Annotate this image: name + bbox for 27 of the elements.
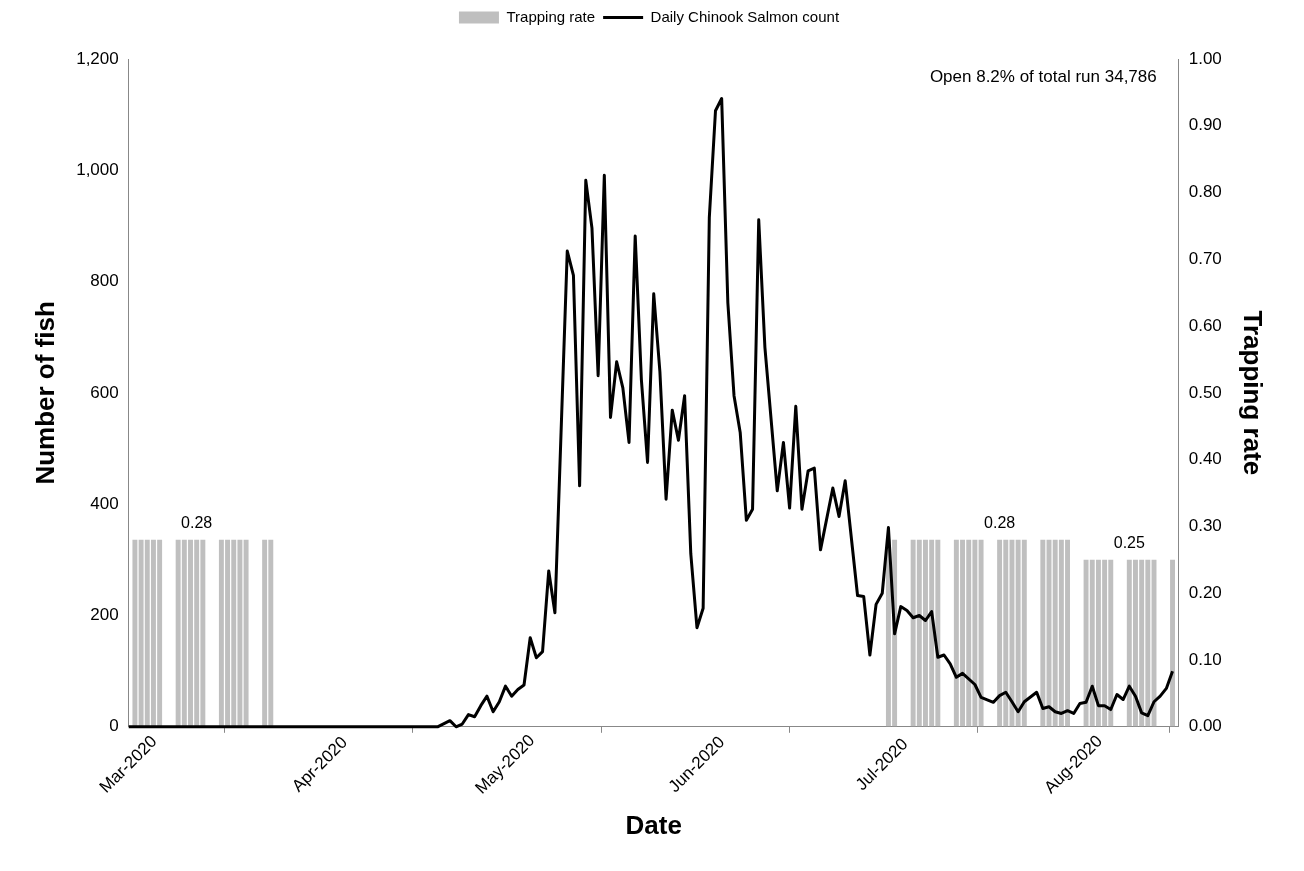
legend-label: Trapping rate: [506, 7, 596, 25]
y2-tick-label: 0.40: [1188, 449, 1222, 469]
y2-tick-label: 0.30: [1188, 516, 1222, 536]
y2-tick-label: 0.10: [1188, 649, 1222, 669]
y2-tick-label: 0.90: [1188, 115, 1222, 135]
y-tick-label: 0: [109, 716, 119, 736]
y-tick-label: 1,000: [76, 159, 119, 179]
y2-axis-title: Trapping rate: [1238, 310, 1269, 476]
data-label: 0.28: [984, 514, 1016, 532]
x-axis-title: Date: [625, 809, 682, 840]
y-tick-label: 600: [90, 382, 119, 402]
y-axis-title: Number of fish: [29, 301, 60, 485]
y2-tick-label: 0.50: [1188, 382, 1222, 402]
y2-tick-label: 0.60: [1188, 315, 1222, 335]
y-tick-label: 400: [90, 493, 119, 513]
y2-tick-label: 0.00: [1188, 716, 1222, 736]
y2-tick-label: 0.80: [1188, 182, 1222, 202]
data-label: 0.28: [181, 514, 213, 532]
y-tick-label: 200: [90, 605, 119, 625]
data-label: 0.25: [1113, 534, 1145, 552]
y-tick-label: 800: [90, 271, 119, 291]
annotation: Open 8.2% of total run 34,786: [929, 67, 1157, 87]
y2-tick-label: 0.20: [1188, 582, 1222, 602]
y-tick-label: 1,200: [76, 48, 119, 68]
legend-label: Daily Chinook Salmon count: [650, 7, 840, 25]
y2-tick-label: 1.00: [1188, 48, 1222, 68]
y2-tick-label: 0.70: [1188, 249, 1222, 269]
